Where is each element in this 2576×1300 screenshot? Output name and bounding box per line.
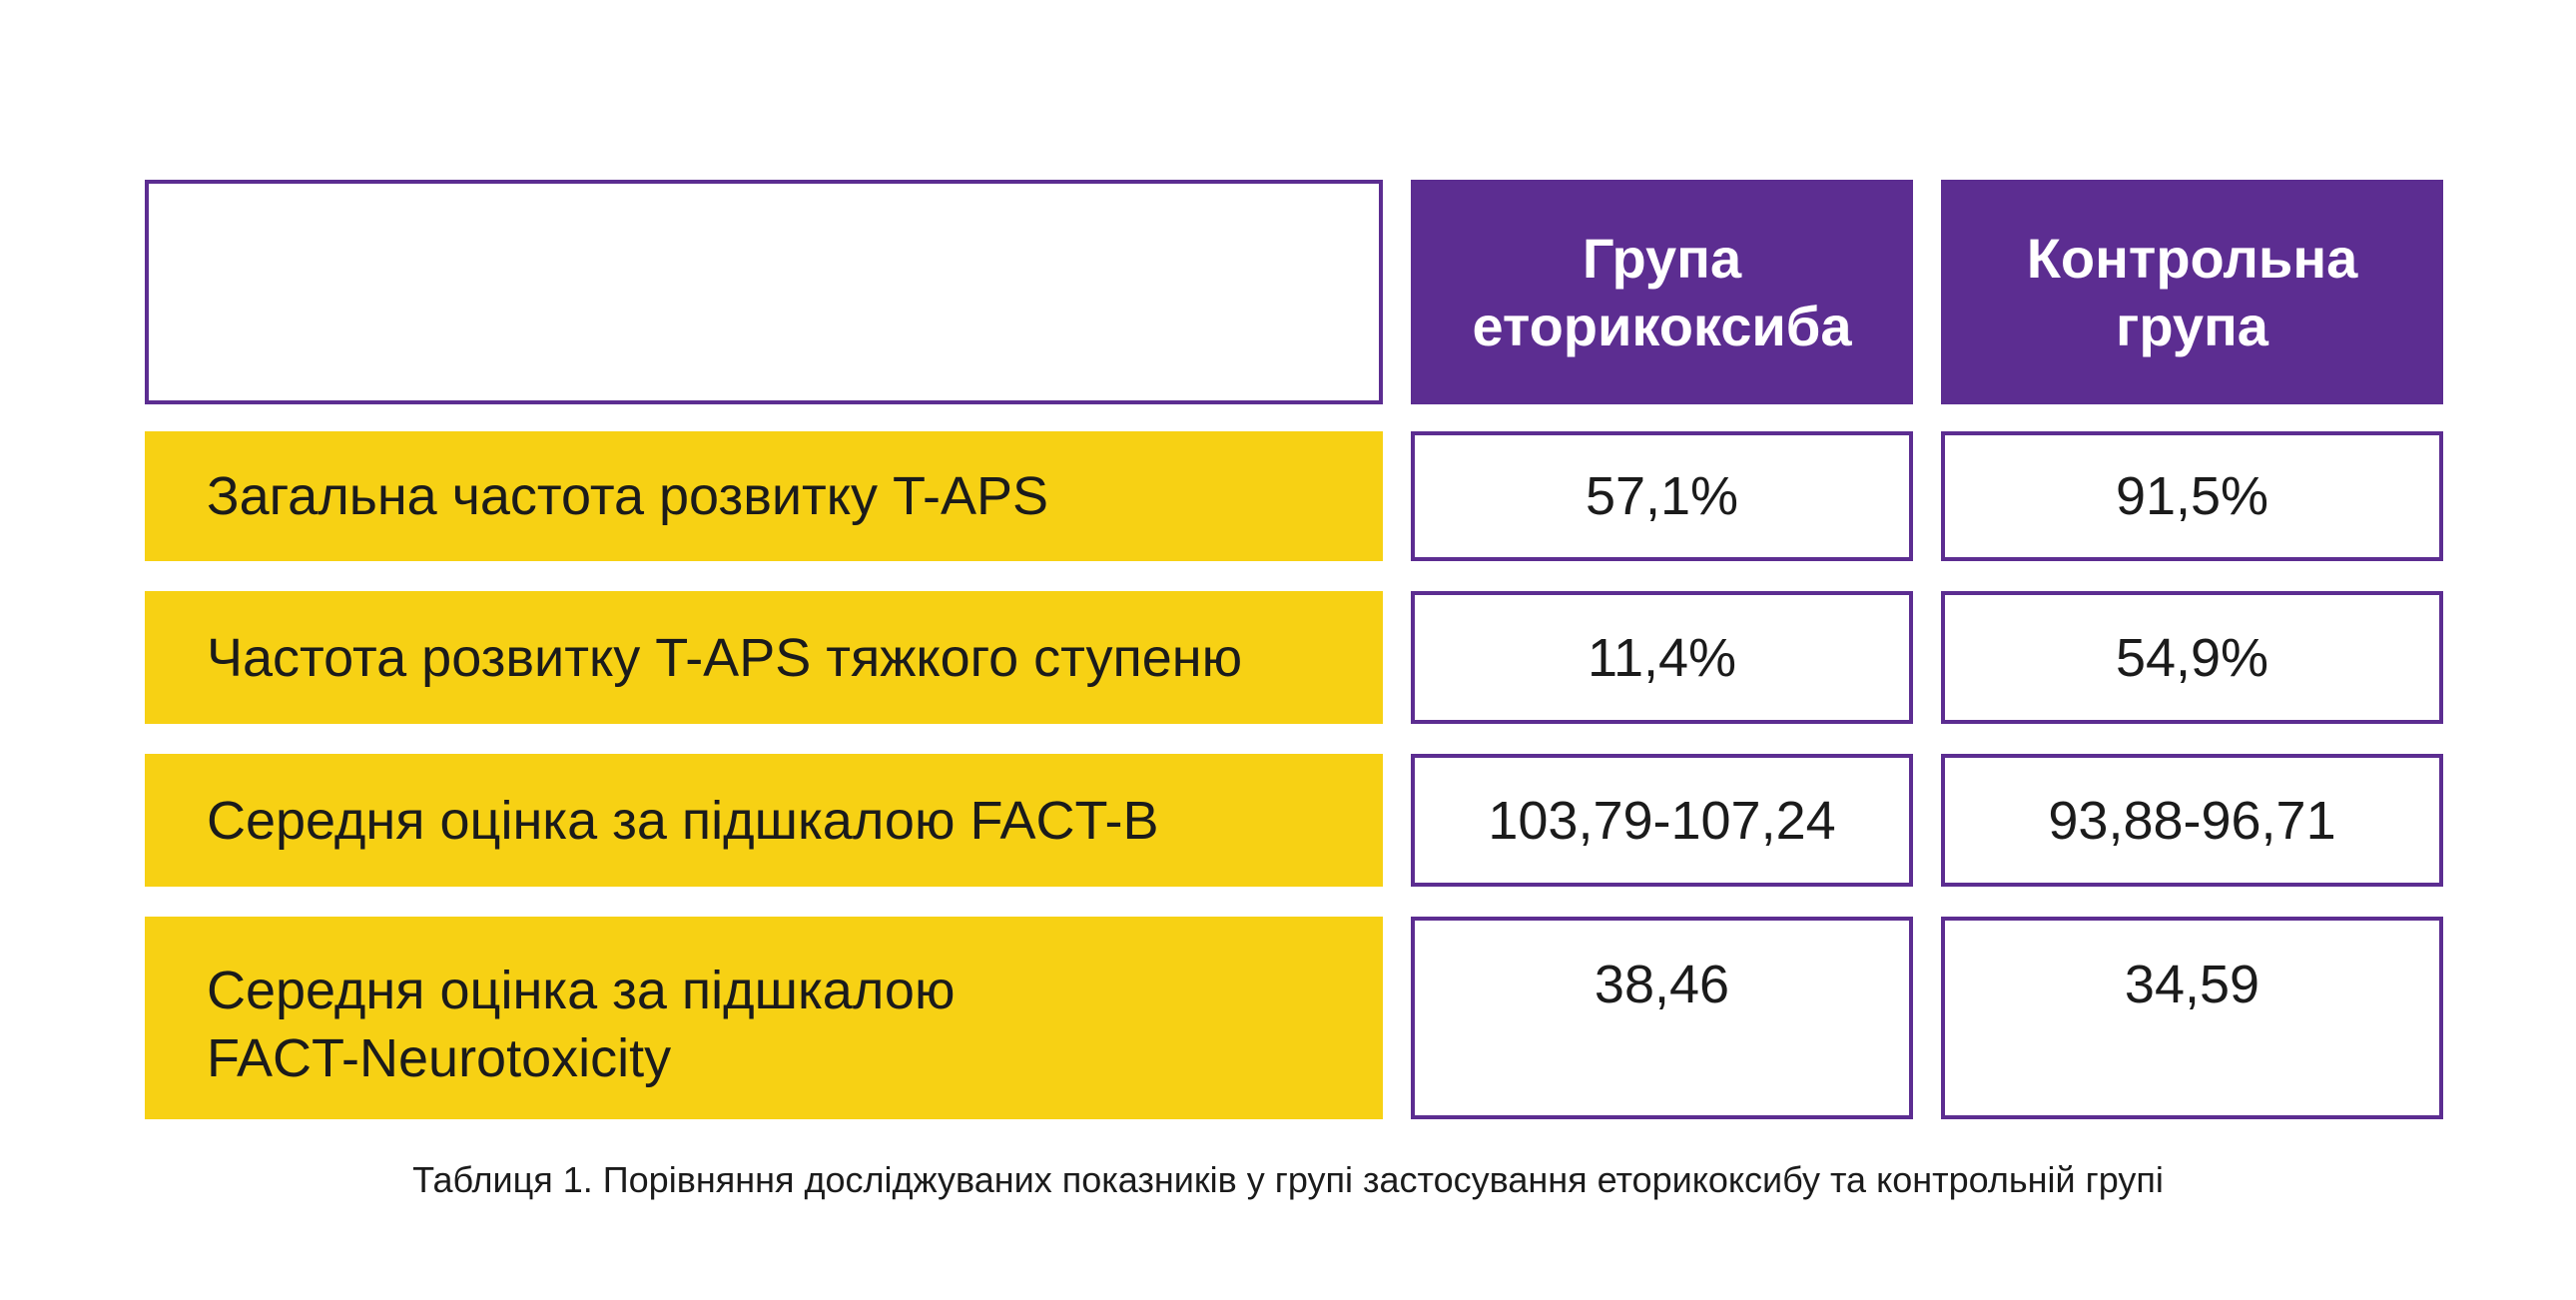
header-text: Контрольна: [2026, 226, 2358, 290]
value-text: 91,5%: [2115, 466, 2269, 526]
value-cell-etoricoxib: 11,4%: [1411, 591, 1913, 724]
value-cell-control: 54,9%: [1941, 591, 2443, 724]
row-label-fact-b: Середня оцінка за підшкалою FACT-B: [145, 754, 1383, 887]
header-etoricoxib-group: Група еторикоксиба: [1411, 180, 1913, 404]
value-cell-control: 91,5%: [1941, 431, 2443, 561]
value-text: 54,9%: [2115, 627, 2269, 688]
value-cell-control: 34,59: [1941, 917, 2443, 1119]
header-text: еторикоксиба: [1472, 294, 1852, 357]
table-caption: Таблиця 1. Порівняння досліджуваних пока…: [412, 1159, 2164, 1200]
header-control-group: Контрольна група: [1941, 180, 2443, 404]
value-text: 11,4%: [1587, 627, 1737, 688]
row-label-fact-neurotoxicity: Середня оцінка за підшкалою FACT-Neuroto…: [145, 917, 1383, 1119]
value-text: 34,59: [2124, 955, 2260, 1014]
header-text: група: [2116, 294, 2268, 357]
row-label-overall-taps: Загальна частота розвитку T-APS: [145, 431, 1383, 561]
value-text: 57,1%: [1585, 466, 1739, 526]
value-text: 38,46: [1594, 955, 1730, 1014]
value-text: 93,88-96,71: [2048, 790, 2336, 851]
value-cell-etoricoxib: 103,79-107,24: [1411, 754, 1913, 887]
row-label-text: Загальна частота розвитку T-APS: [207, 466, 1049, 526]
table-corner-cell: [145, 180, 1383, 404]
value-cell-etoricoxib: 57,1%: [1411, 431, 1913, 561]
value-text: 103,79-107,24: [1488, 790, 1836, 851]
value-cell-etoricoxib: 38,46: [1411, 917, 1913, 1119]
value-cell-control: 93,88-96,71: [1941, 754, 2443, 887]
row-label-severe-taps: Частота розвитку T-APS тяжкого ступеню: [145, 591, 1383, 724]
header-text: Група: [1582, 226, 1742, 290]
row-label-text: Середня оцінка за підшкалою: [207, 961, 956, 1020]
row-label-text: Частота розвитку T-APS тяжкого ступеню: [207, 627, 1243, 688]
row-label-text: Середня оцінка за підшкалою FACT-B: [207, 790, 1159, 851]
row-label-text: FACT-Neurotoxicity: [207, 1028, 672, 1088]
